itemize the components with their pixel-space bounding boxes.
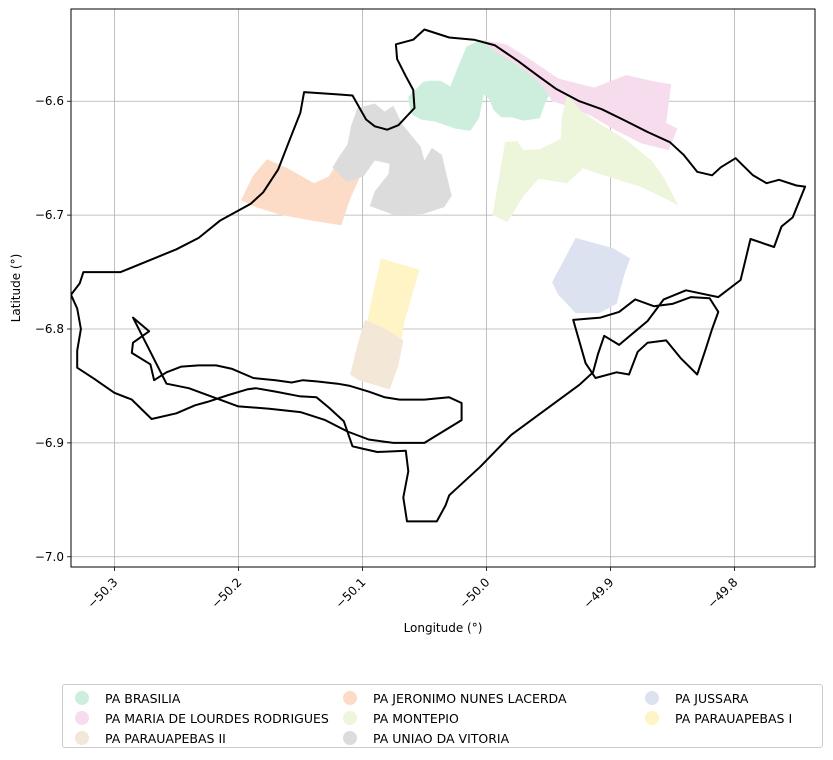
y-tick-label: −6.9 [35, 436, 64, 450]
x-tick-label: −49.8 [705, 575, 741, 611]
legend-swatch [75, 711, 89, 725]
legend-item: PA PARAUAPEBAS II [73, 728, 341, 748]
legend-swatch [343, 691, 357, 705]
legend-swatch [343, 731, 357, 745]
legend-swatch [75, 691, 89, 705]
legend-label: PA MONTEPIO [373, 710, 459, 726]
legend-label: PA BRASILIA [105, 690, 181, 706]
legend-swatch [645, 711, 659, 725]
y-tick-label: −6.7 [35, 208, 64, 222]
legend-label: PA JUSSARA [675, 690, 749, 706]
y-axis-label: Latitude (°) [9, 254, 23, 323]
y-tick-label: −6.6 [35, 94, 64, 108]
boundary-municipality-outline [71, 28, 807, 523]
region-pa-brasilia [408, 39, 555, 131]
plot-frame [70, 8, 816, 568]
legend-item: PA BRASILIA [73, 688, 341, 708]
region-pa-jeronimo-nunes-lacerda [240, 159, 362, 226]
x-tick-label: −50.0 [457, 575, 493, 611]
x-tick-label: −49.9 [581, 575, 617, 611]
legend-label: PA JERONIMO NUNES LACERDA [373, 690, 567, 706]
legend-item: PA UNIAO DA VITORIA [341, 728, 643, 748]
legend-swatch [75, 731, 89, 745]
y-axis-ticks: −6.6 −6.7 −6.8 −6.9 −7.0 [35, 94, 71, 564]
x-axis-ticks: −50.3 −50.2 −50.1 −50.0 −49.9 −49.8 [85, 567, 741, 611]
x-axis-label: Longitude (°) [404, 621, 483, 635]
legend: PA BRASILIA PA MARIA DE LOURDES RODRIGUES… [62, 684, 823, 748]
legend-item: PA JUSSARA [643, 688, 823, 708]
y-tick-label: −7.0 [35, 550, 64, 564]
x-tick-label: −50.1 [333, 575, 369, 611]
region-pa-montepio [492, 79, 679, 222]
region-pa-jussara [552, 237, 631, 314]
legend-label: PA PARAUAPEBAS I [675, 710, 793, 726]
legend-item: PA JERONIMO NUNES LACERDA [341, 688, 643, 708]
region-pa-uniao-da-vitoria [332, 103, 452, 216]
legend-label: PA PARAUAPEBAS II [105, 730, 226, 746]
y-tick-label: −6.8 [35, 322, 64, 336]
legend-item: PA MARIA DE LOURDES RODRIGUES [73, 708, 341, 728]
boundary-lines [71, 28, 807, 523]
map-chart: −50.3 −50.2 −50.1 −50.0 −49.9 −49.8 −6.6−6.7−… [9, 8, 816, 635]
legend-swatch [645, 691, 659, 705]
boundary-inner-tract-east [572, 296, 720, 379]
legend-label: PA UNIAO DA VITORIA [373, 730, 510, 746]
legend-item: PA PARAUAPEBAS I [643, 708, 823, 728]
x-tick-label: −50.3 [85, 575, 121, 611]
legend-swatch [343, 711, 357, 725]
x-tick-label: −50.2 [209, 575, 245, 611]
legend-label: PA MARIA DE LOURDES RODRIGUES [105, 710, 329, 726]
legend-item: PA MONTEPIO [341, 708, 643, 728]
boundary-inner-tract-west [130, 316, 463, 444]
region-pa-parauapebas-ii [350, 319, 404, 390]
